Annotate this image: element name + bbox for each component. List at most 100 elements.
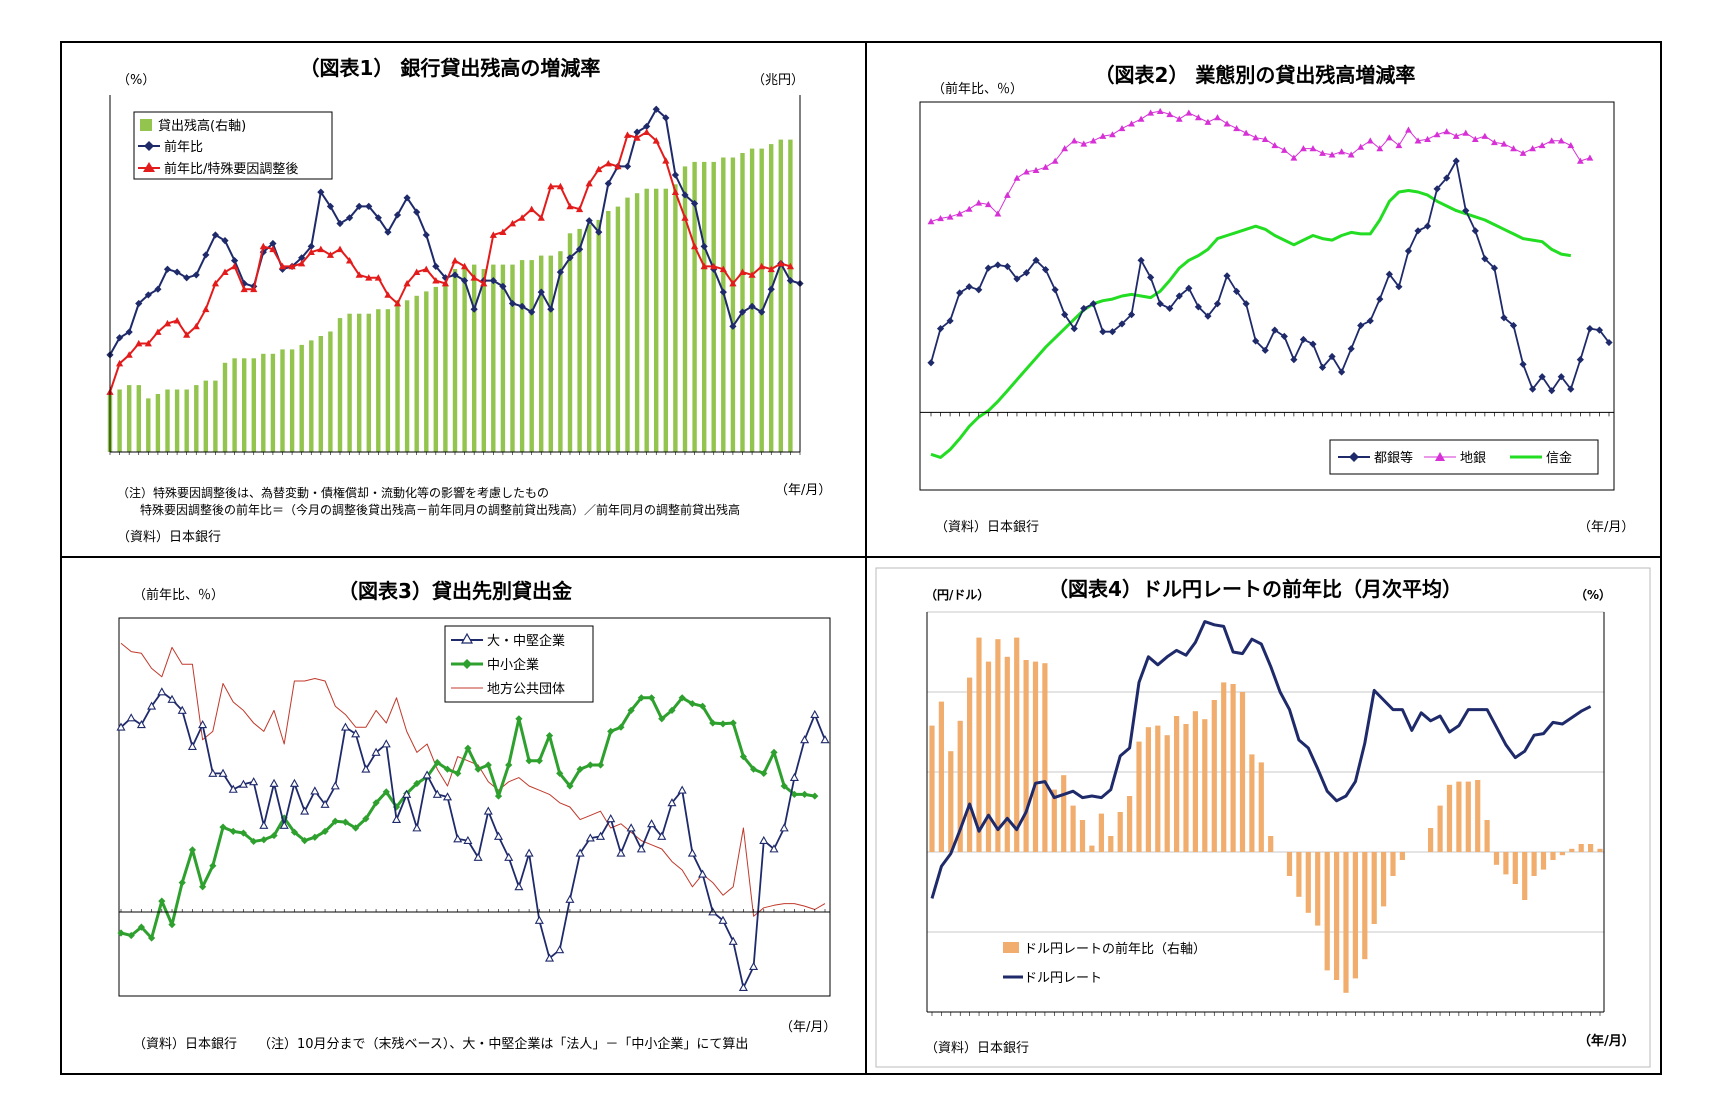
bar: [1315, 852, 1321, 926]
bar: [404, 300, 410, 452]
data-point: [596, 831, 606, 840]
series-line: [120, 642, 826, 917]
data-point: [790, 790, 798, 798]
chart3-note: （注）10月分まで（末残ベース）、大・中堅企業は「法人」－「中小企業」にて算出: [258, 1036, 748, 1052]
bar: [778, 139, 783, 452]
chart4-legend-2: ドル円レート: [1024, 971, 1102, 986]
chart3-source: （資料）日本銀行: [133, 1037, 237, 1052]
legend-marker-triangle-open: [460, 632, 474, 644]
data-point: [433, 758, 441, 767]
data-point: [586, 761, 594, 769]
data-point: [341, 818, 350, 826]
data-point: [758, 308, 766, 316]
data-point: [1108, 328, 1117, 336]
bar: [289, 349, 295, 452]
data-point: [240, 285, 248, 293]
bar: [165, 389, 170, 452]
data-point: [688, 700, 696, 708]
data-point: [1395, 283, 1403, 291]
chart3-legend-2: 中小企業: [487, 657, 539, 673]
data-point: [1567, 385, 1575, 393]
bar: [1352, 852, 1358, 979]
data-point: [1319, 149, 1326, 156]
bar: [1183, 724, 1189, 852]
data-point: [460, 277, 469, 285]
data-point: [760, 769, 768, 777]
bar: [1286, 852, 1293, 876]
data-point: [1185, 284, 1193, 292]
data-point: [311, 833, 319, 841]
bar: [995, 639, 1001, 852]
data-point: [1003, 191, 1011, 198]
bar: [1550, 852, 1556, 860]
data-point: [1405, 126, 1412, 133]
data-point: [1137, 115, 1145, 122]
data-point: [1433, 131, 1441, 138]
data-point: [777, 259, 785, 267]
bar: [194, 385, 199, 452]
data-point: [566, 254, 574, 262]
data-point: [1147, 273, 1155, 281]
data-point: [1347, 345, 1355, 353]
bar: [1089, 845, 1095, 852]
data-point: [1233, 124, 1240, 132]
data-point: [687, 848, 697, 857]
legend-swatch-bar: [140, 119, 152, 131]
data-point: [749, 765, 758, 773]
data-point: [270, 831, 278, 840]
chart1-note-2: 特殊要因調整後の前年比＝（今月の調整後貸出残高－前年同月の調整前貸出残高）／前年…: [140, 502, 740, 517]
bar: [1465, 781, 1471, 852]
chart1-legend: 貸出残高(右軸) 前年比 前年比/特殊要因調整後: [133, 111, 333, 180]
data-point: [202, 251, 210, 259]
bar: [1512, 852, 1518, 884]
chart4-title: （図表4）ドル円レートの前年比（月次平均）: [1048, 577, 1462, 601]
data-point: [460, 262, 469, 270]
bar: [644, 188, 649, 452]
bar: [711, 161, 716, 452]
data-point: [556, 268, 565, 276]
data-point: [330, 781, 340, 790]
bar: [788, 139, 793, 452]
data-point: [770, 748, 778, 756]
data-point: [391, 814, 402, 824]
bar: [1399, 852, 1405, 860]
data-point: [1003, 262, 1011, 271]
data-point: [259, 248, 267, 256]
data-point: [633, 128, 641, 136]
data-point: [1109, 131, 1116, 138]
data-point: [748, 302, 756, 310]
chart2-source: （資料）日本銀行: [935, 520, 1039, 535]
data-point: [936, 324, 945, 333]
bar: [1211, 700, 1217, 852]
data-point: [144, 339, 152, 347]
data-point: [627, 706, 635, 714]
bar: [740, 153, 745, 452]
chart1-note-1: （注）特殊要因調整後は、為替変動・債権償却・流動化等の影響を考慮したもの: [117, 485, 549, 500]
data-point: [355, 202, 363, 210]
data-point: [1395, 142, 1403, 149]
bar: [510, 264, 515, 452]
data-point: [566, 202, 574, 210]
data-point: [662, 114, 670, 122]
data-point: [1128, 120, 1135, 127]
data-point: [126, 713, 136, 722]
data-point: [576, 765, 584, 773]
data-point: [432, 277, 440, 284]
data-point: [690, 242, 699, 250]
chart3-legend: 大・中堅企業 中小企業 地方公共団体: [444, 625, 594, 703]
data-point: [1586, 324, 1594, 333]
data-point: [352, 824, 360, 832]
data-point: [310, 786, 320, 795]
bar: [1522, 852, 1528, 900]
bar: [1098, 813, 1104, 852]
data-point: [1147, 109, 1155, 116]
data-point: [1223, 272, 1231, 280]
bar: [481, 269, 486, 452]
bar: [1343, 852, 1349, 993]
bar: [347, 313, 352, 452]
data-point: [927, 218, 935, 225]
data-point: [1443, 174, 1451, 182]
bar: [261, 353, 266, 452]
data-point: [163, 319, 172, 327]
